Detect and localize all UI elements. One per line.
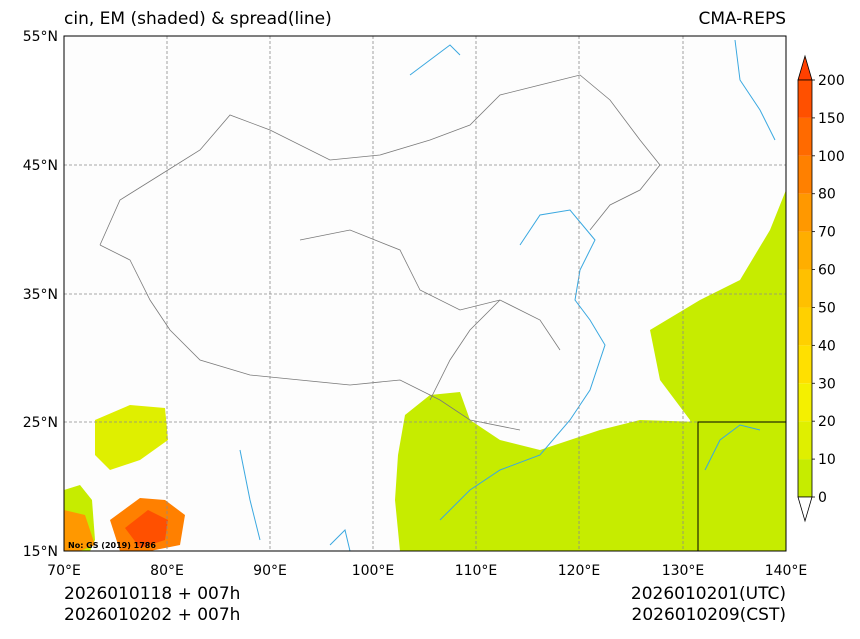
footer-right: 2026010201(UTC) 2026010209(CST)	[631, 584, 786, 626]
colorbar-cell	[798, 155, 812, 194]
colorbar-label: 60	[818, 263, 836, 279]
colorbar-label: 200	[818, 73, 845, 89]
lon-tick-110: 110°E	[455, 563, 498, 579]
gridlines	[64, 36, 786, 551]
colorbar-label: 0	[818, 490, 827, 506]
colorbar-cell	[798, 307, 812, 346]
shaded-area-east	[650, 190, 786, 551]
coastline-sakhalin	[734, 39, 776, 141]
lat-tick-45: 45°N	[23, 158, 58, 174]
lon-tick-70: 70°E	[47, 563, 81, 579]
colorbar-cell	[798, 459, 812, 497]
colorbar-cell	[798, 80, 812, 118]
colorbar-cell	[798, 269, 812, 308]
colorbar-label: 30	[818, 376, 836, 392]
colorbar-cell	[798, 421, 812, 460]
shaded-area-hot2	[125, 510, 168, 548]
footer-left: 2026010118 + 007h 2026010202 + 007h	[64, 584, 240, 626]
colorbar-label: 10	[818, 452, 836, 468]
map-frame	[63, 35, 787, 552]
coastline-india-east	[239, 449, 261, 541]
border-south	[99, 244, 521, 431]
colorbar-label: 150	[818, 111, 845, 127]
coastline-baikal	[409, 44, 461, 76]
colorbar: 0 10 20 30 40 50 60 70 80 100 150 200	[797, 54, 845, 523]
colorbar-label: 70	[818, 225, 836, 241]
lat-tick-15: 15°N	[23, 544, 58, 560]
lon-tick-100: 100°E	[352, 563, 395, 579]
map-note: No: GS (2019) 1786	[68, 541, 156, 550]
lon-tick-90: 90°E	[253, 563, 287, 579]
colorbar-label: 50	[818, 300, 836, 316]
colorbar-label: 40	[818, 338, 836, 354]
colorbar-cell	[798, 383, 812, 422]
coastlines	[239, 39, 776, 552]
colorbar-label: 100	[818, 149, 845, 165]
lat-ticks: 55°N 45°N 35°N 25°N 15°N	[23, 29, 58, 560]
colorbar-cell	[798, 231, 812, 270]
local-init-time: 2026010202 + 007h	[64, 605, 241, 625]
colorbar-cell	[798, 193, 812, 232]
lon-tick-130: 130°E	[662, 563, 705, 579]
border-province-1	[299, 229, 561, 351]
coastline-peninsula	[329, 529, 351, 552]
lon-tick-140: 140°E	[765, 563, 808, 579]
coastline-taiwan-inset	[704, 424, 761, 471]
lon-ticks: 70°E 80°E 90°E 100°E 110°E 120°E 130°E 1…	[47, 563, 807, 579]
shaded-area-south	[395, 392, 700, 551]
shaded-field	[64, 190, 786, 551]
cst-valid-time: 2026010209(CST)	[631, 605, 786, 625]
colorbar-cell	[798, 345, 812, 384]
lat-tick-35: 35°N	[23, 287, 58, 303]
colorbar-over-arrow	[797, 54, 813, 81]
lon-tick-120: 120°E	[558, 563, 601, 579]
border-province-2	[429, 299, 501, 401]
colorbar-label: 20	[818, 414, 836, 430]
lat-tick-55: 55°N	[23, 29, 58, 45]
init-time: 2026010118 + 007h	[64, 584, 241, 604]
colorbar-under-arrow	[797, 496, 813, 523]
model-name: CMA-REPS	[698, 9, 786, 29]
map-title: cin, EM (shaded) & spread(line)	[64, 9, 332, 29]
lat-tick-25: 25°N	[23, 415, 58, 431]
shaded-area-india	[95, 405, 168, 470]
utc-valid-time: 2026010201(UTC)	[630, 584, 786, 604]
colorbar-label: 80	[818, 187, 836, 203]
colorbar-cell	[798, 117, 812, 156]
coastline-china	[439, 209, 606, 521]
shaded-area-hot3	[64, 510, 95, 551]
lon-tick-80: 80°E	[150, 563, 184, 579]
